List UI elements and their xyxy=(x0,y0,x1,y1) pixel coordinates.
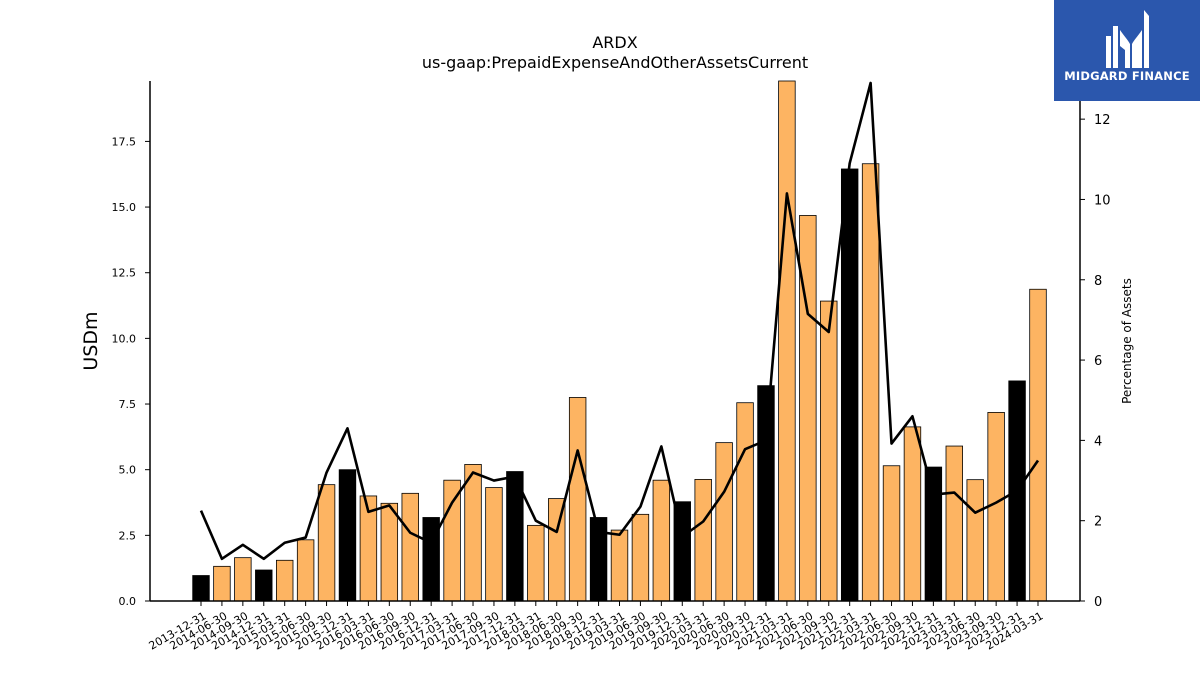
bar-2022-06-30 xyxy=(882,465,901,602)
bar-2021-09-30 xyxy=(820,300,838,602)
bar-2020-12-31 xyxy=(757,385,775,602)
bar-2015-03-31 xyxy=(275,559,294,602)
y-tick-label: 2.5 xyxy=(119,529,137,542)
bar-2018-09-30 xyxy=(568,397,587,602)
chart-subtitle: us-gaap:PrepaidExpenseAndOtherAssetsCurr… xyxy=(422,53,808,72)
bar-2013-12-31 xyxy=(192,575,210,602)
y-tick-label: 7.5 xyxy=(119,398,137,411)
y-tick-label: 0.0 xyxy=(119,595,137,608)
chart-title: ARDX xyxy=(592,33,637,52)
midgard-finance-logo: MIDGARD FINANCE xyxy=(1054,0,1200,101)
y-tick-label: 5.0 xyxy=(119,464,137,477)
bar-2015-06-30 xyxy=(296,539,315,602)
y2-tick-label: 10 xyxy=(1094,193,1111,208)
bar-2017-09-30 xyxy=(485,487,503,602)
bar-2014-06-30 xyxy=(213,565,231,602)
y-tick-label: 10.0 xyxy=(112,332,137,345)
y-tick-label: 15.0 xyxy=(112,201,137,214)
bar-2015-12-31 xyxy=(338,469,357,602)
bar-2016-09-30 xyxy=(401,492,419,602)
y2-tick-label: 0 xyxy=(1094,595,1102,610)
bar-2016-06-30 xyxy=(380,502,399,602)
y2-tick-label: 8 xyxy=(1094,274,1102,289)
bar-2014-09-30 xyxy=(234,557,252,602)
percentage-line xyxy=(199,81,1040,561)
bar-2020-06-30 xyxy=(715,442,733,602)
y2-tick-label: 6 xyxy=(1094,354,1102,369)
bar-2020-09-30 xyxy=(736,402,754,602)
bar-2022-12-31 xyxy=(924,466,943,602)
bar-2023-06-30 xyxy=(966,479,984,602)
y2-tick-label: 12 xyxy=(1094,113,1111,128)
bar-2024-03-31 xyxy=(1029,288,1047,602)
bar-2022-09-30 xyxy=(903,426,922,602)
y-tick-label: 17.5 xyxy=(112,135,137,148)
bar-2014-12-31 xyxy=(255,569,273,602)
bar-2021-12-31 xyxy=(840,168,859,602)
bar-2017-03-31 xyxy=(443,479,461,602)
y2-tick-label: 4 xyxy=(1094,434,1102,449)
bar-2019-09-30 xyxy=(652,479,671,602)
midgard-logo-icon xyxy=(1106,10,1149,68)
bar-2015-09-30 xyxy=(317,484,336,602)
bar-2021-03-31 xyxy=(778,80,796,602)
y2-axis-label: Percentage of Assets xyxy=(1120,278,1134,404)
y-axis-label: USDm xyxy=(80,311,102,370)
bar-2019-03-31 xyxy=(610,529,629,602)
logo-text: MIDGARD FINANCE xyxy=(1064,69,1190,83)
bar-2020-03-31 xyxy=(694,478,712,602)
bar-2018-03-31 xyxy=(527,524,545,602)
bar-2022-03-31 xyxy=(861,163,880,602)
bar-2017-06-30 xyxy=(464,464,482,602)
y2-tick-label: 2 xyxy=(1094,515,1102,530)
bar-2023-03-31 xyxy=(945,445,964,602)
bar-2019-06-30 xyxy=(631,513,650,602)
y-tick-label: 12.5 xyxy=(112,267,137,280)
